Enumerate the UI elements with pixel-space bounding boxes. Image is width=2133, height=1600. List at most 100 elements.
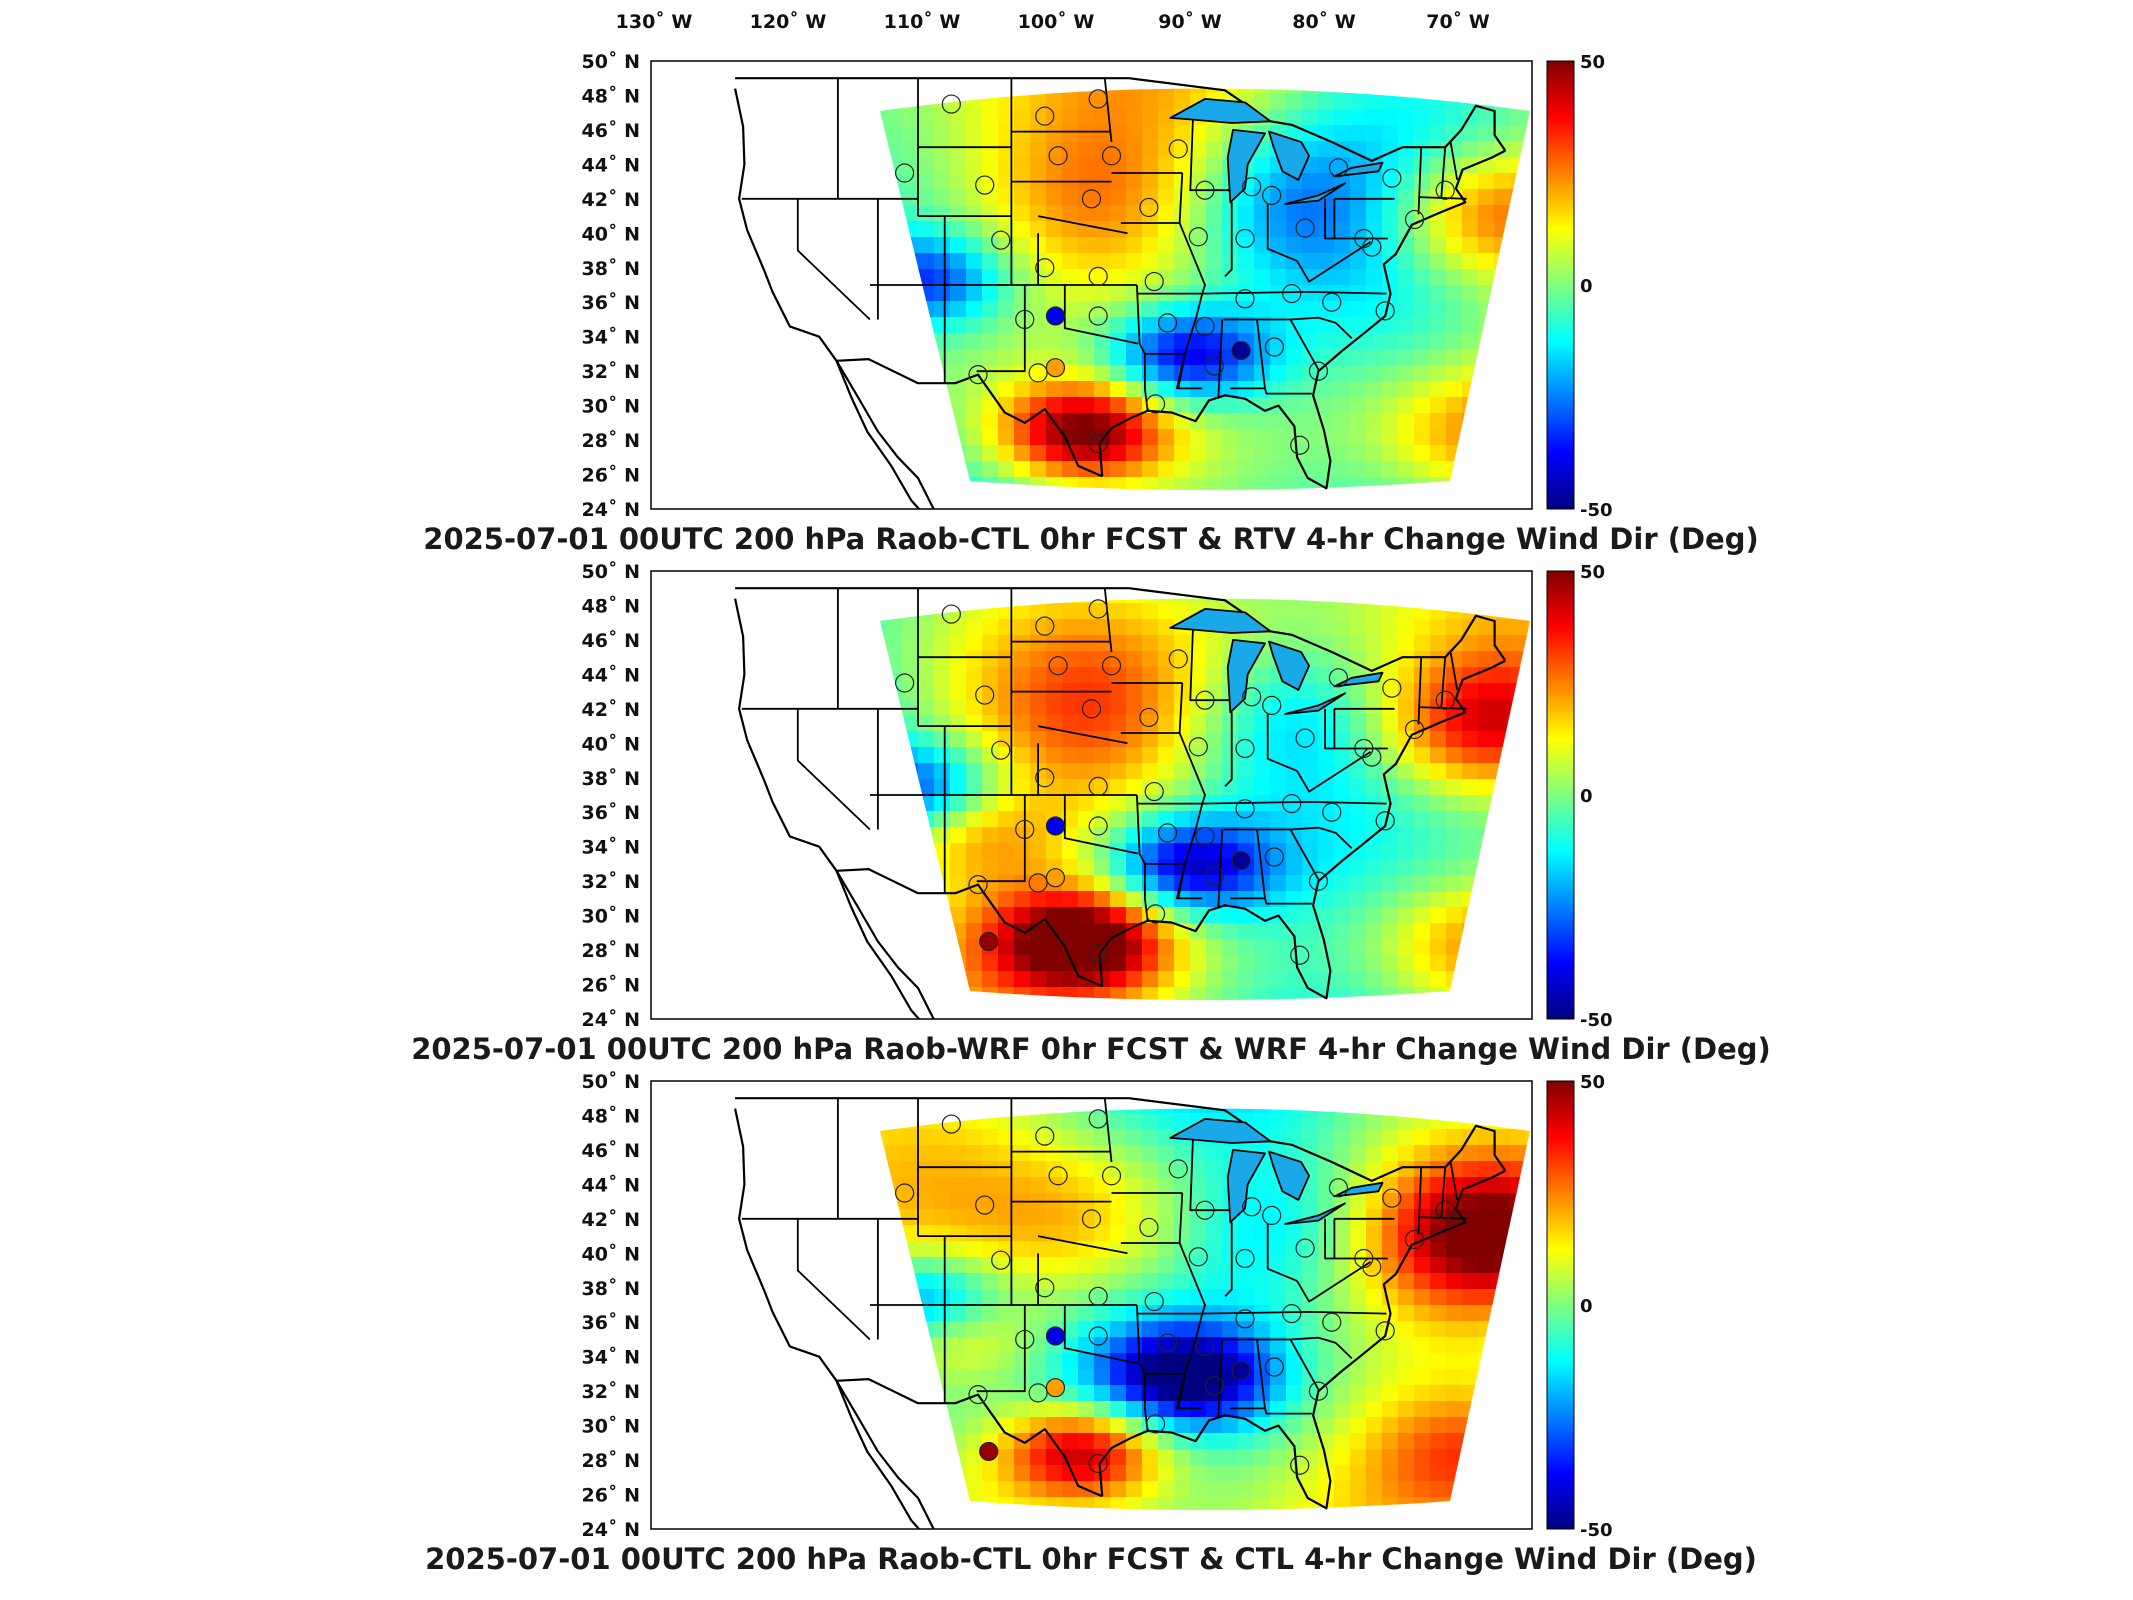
station-circle <box>1035 106 1055 126</box>
station-circle <box>1235 228 1255 249</box>
latitude-tick-label: 26˚ N <box>582 1484 640 1507</box>
raob-marker <box>1231 1360 1251 1381</box>
station-circle <box>1322 292 1342 312</box>
station-circle <box>1035 1126 1055 1146</box>
latitude-tick-label: 30˚ N <box>582 905 640 928</box>
station-circle <box>1035 768 1055 788</box>
longitude-tick-label: 130˚ W <box>616 10 693 33</box>
map-outlines <box>734 1097 1507 1529</box>
station-circle <box>1262 695 1282 716</box>
station-markers <box>895 89 1455 455</box>
station-circle <box>1168 649 1188 669</box>
station-circle <box>1188 1247 1208 1267</box>
station-circle <box>1322 1312 1342 1332</box>
station-circle <box>1144 781 1164 802</box>
colorbar-tick-label: 50 <box>1580 562 1605 583</box>
map-panels: 50˚ N 48˚ N 46˚ N 44˚ N 42˚ N 40˚ N 38˚ N 36˚ N… <box>411 50 1771 1576</box>
station-circle <box>895 163 915 183</box>
station-circle <box>1435 180 1455 200</box>
station-circle <box>1088 776 1108 796</box>
station-circle <box>1382 168 1402 188</box>
station-circle <box>1145 394 1166 414</box>
station-circle <box>941 604 961 624</box>
colorbar <box>1546 1080 1575 1530</box>
raob-marker <box>1045 1326 1066 1346</box>
latitude-tick-label: 28˚ N <box>582 429 640 452</box>
latitude-tick-label: 50˚ N <box>582 50 640 73</box>
station-circle <box>1088 89 1108 109</box>
station-circle <box>1264 847 1284 867</box>
station-circle <box>1235 738 1255 759</box>
longitude-tick-label: 70˚ W <box>1426 10 1490 33</box>
map-frame <box>650 60 1533 510</box>
station-circle <box>1088 943 1108 964</box>
station-circle <box>1088 816 1108 836</box>
station-circle <box>1028 363 1048 383</box>
map-area <box>651 61 1532 509</box>
station-circle <box>1144 271 1164 292</box>
longitude-tick-label: 100˚ W <box>1018 10 1095 33</box>
station-circle <box>1088 599 1108 619</box>
colorbar-tick-label: 50 <box>1580 52 1605 73</box>
station-circle <box>1264 1357 1284 1377</box>
station-circle <box>1088 306 1108 326</box>
station-circle <box>991 1250 1011 1270</box>
latitude-tick-label: 42˚ N <box>582 1208 640 1231</box>
station-circle <box>975 175 995 195</box>
station-circle <box>1035 258 1055 278</box>
station-circle <box>1235 1248 1255 1269</box>
station-circle <box>1028 1383 1048 1403</box>
station-circle <box>1290 945 1310 965</box>
station-circle <box>1375 811 1395 831</box>
station-circle <box>1035 1278 1055 1298</box>
latitude-tick-label: 28˚ N <box>582 939 640 962</box>
map-frame <box>650 1080 1533 1530</box>
latitude-tick-label: 48˚ N <box>582 594 640 617</box>
station-circle <box>1354 228 1374 249</box>
station-circle <box>941 94 961 114</box>
latitude-tick-label: 38˚ N <box>582 257 640 280</box>
map-panel: 50˚ N 48˚ N 46˚ N 44˚ N 42˚ N 40˚ N 38˚ N 36˚ N… <box>423 50 1758 556</box>
latitude-tick-label: 50˚ N <box>582 1070 640 1093</box>
station-circle <box>1382 678 1402 698</box>
station-circle <box>1328 158 1349 178</box>
raob-marker <box>979 931 999 952</box>
station-circle <box>975 685 995 705</box>
station-circle <box>1282 1304 1302 1324</box>
colorbar <box>1546 60 1575 510</box>
station-circle <box>1262 1205 1282 1226</box>
station-circle <box>968 1384 988 1405</box>
colorbar <box>1546 570 1575 1020</box>
raob-marker <box>1045 358 1066 378</box>
station-circle <box>1195 1200 1215 1220</box>
station-circle <box>1048 656 1068 676</box>
station-circle <box>1101 656 1122 676</box>
latitude-tick-label: 26˚ N <box>582 464 640 487</box>
latitude-tick-label: 40˚ N <box>582 222 640 245</box>
station-circle <box>1088 1453 1108 1474</box>
station-circle <box>991 740 1011 760</box>
station-circle <box>1375 1321 1395 1341</box>
station-circle <box>1157 313 1178 333</box>
station-circle <box>895 673 915 693</box>
map-panel: 50˚ N 48˚ N 46˚ N 44˚ N 42˚ N 40˚ N 38˚ N 36˚ N… <box>425 1070 1757 1576</box>
station-circle <box>1168 1159 1188 1179</box>
colorbar-tick-label: 0 <box>1580 1296 1593 1317</box>
panel-title: 2025-07-01 00UTC 200 hPa Raob-WRF 0hr FC… <box>411 1032 1771 1066</box>
station-circle <box>1195 180 1215 200</box>
latitude-tick-label: 32˚ N <box>582 1380 640 1403</box>
map-area <box>651 1081 1532 1529</box>
station-circle <box>1088 266 1108 286</box>
station-circle <box>1354 738 1374 759</box>
latitude-tick-label: 48˚ N <box>582 84 640 107</box>
station-circle <box>1375 301 1395 321</box>
station-circle <box>1382 1188 1402 1208</box>
colorbar-tick-label: 0 <box>1580 276 1593 297</box>
latitude-tick-label: 24˚ N <box>582 1008 640 1031</box>
station-circle <box>1195 316 1215 336</box>
station-circle <box>1290 435 1310 455</box>
station-circle <box>1295 218 1315 238</box>
longitude-labels: 130˚ W 120˚ W 110˚ W 100˚ W 90˚ W 80˚ W 70˚ W <box>616 10 1490 33</box>
map-outlines <box>734 77 1507 509</box>
colorbar-tick-label: 0 <box>1580 786 1593 807</box>
